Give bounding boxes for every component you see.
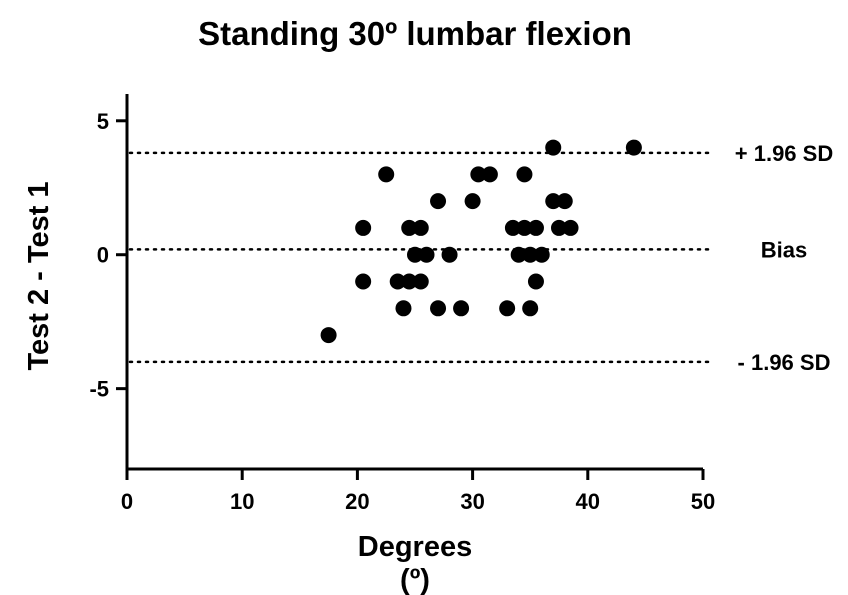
- data-point: [499, 300, 516, 317]
- data-points: [320, 139, 642, 344]
- data-point: [401, 273, 418, 290]
- x-tick-label: 30: [460, 489, 484, 514]
- data-point: [516, 219, 533, 236]
- data-point: [407, 246, 423, 263]
- x-tick-label: 20: [345, 489, 369, 514]
- bias-label: Bias: [761, 237, 807, 262]
- data-point: [453, 300, 470, 317]
- data-point: [320, 327, 337, 344]
- x-tick-label: 50: [691, 489, 715, 514]
- data-point: [545, 193, 562, 210]
- data-point: [412, 273, 429, 290]
- x-tick-label: 10: [230, 489, 254, 514]
- data-point: [355, 273, 372, 290]
- axes: 50-50 10 20 30 40 50: [89, 94, 715, 514]
- data-point: [355, 219, 372, 236]
- data-point: [562, 219, 579, 236]
- data-point: [504, 219, 521, 236]
- data-point: [418, 246, 435, 263]
- lower-limit-label: - 1.96 SD: [738, 350, 831, 375]
- data-point: [464, 193, 481, 210]
- chart-title: Standing 30º lumbar flexion: [198, 15, 632, 52]
- x-axis-unit-label: (º): [400, 564, 430, 595]
- data-point: [510, 246, 527, 263]
- data-point: [378, 166, 395, 183]
- data-point: [441, 246, 458, 263]
- y-tick-label: 5: [97, 109, 109, 134]
- x-tick-label: 0: [121, 489, 133, 514]
- data-point: [545, 139, 562, 156]
- data-point: [522, 246, 539, 263]
- x-axis-label: Degrees: [358, 531, 472, 563]
- data-point: [533, 246, 550, 263]
- y-axis-label: Test 2 - Test 1: [23, 181, 55, 370]
- data-point: [516, 166, 533, 183]
- data-point: [625, 139, 642, 156]
- data-point: [389, 273, 406, 290]
- y-tick-label: -5: [89, 377, 109, 402]
- data-point: [470, 166, 487, 183]
- data-point: [395, 300, 412, 317]
- data-point: [430, 300, 447, 317]
- data-point: [522, 300, 539, 317]
- data-point: [527, 219, 544, 236]
- x-tick-label: 40: [576, 489, 600, 514]
- data-point: [527, 273, 544, 290]
- data-point: [401, 219, 418, 236]
- data-point: [551, 219, 567, 236]
- y-tick-label: 0: [97, 243, 109, 268]
- data-point: [412, 219, 429, 236]
- data-point: [556, 193, 573, 210]
- data-point: [481, 166, 498, 183]
- upper-limit-label: + 1.96 SD: [735, 141, 833, 166]
- data-point: [430, 193, 447, 210]
